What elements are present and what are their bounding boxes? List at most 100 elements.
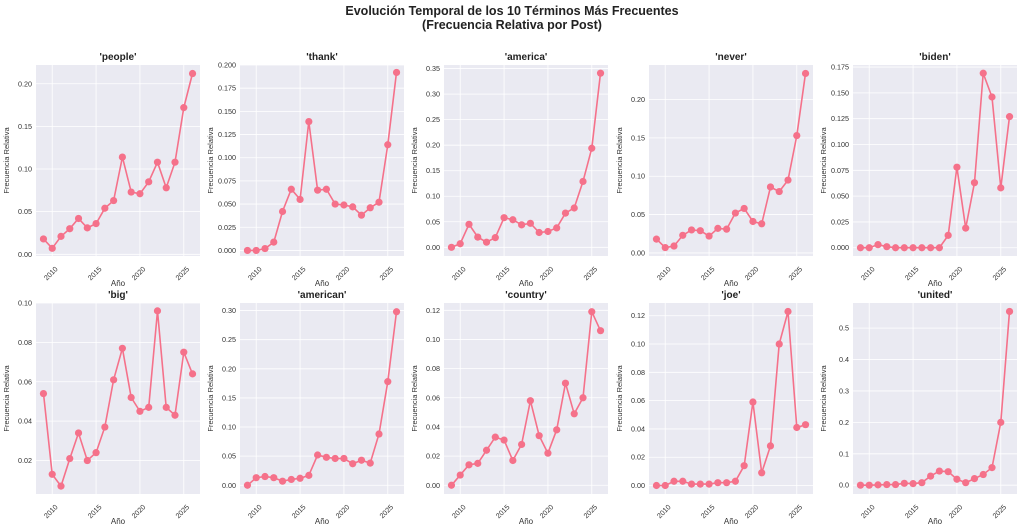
data-point — [793, 131, 801, 140]
plot-area — [649, 303, 813, 494]
ytick-label: 0.10 — [18, 299, 32, 308]
ytick-label: 0.20 — [426, 141, 440, 150]
xtick-label: 2015 — [494, 503, 512, 521]
ytick-label: 0.100 — [831, 140, 849, 149]
subplot-title: 'people' — [100, 52, 137, 63]
data-point — [883, 243, 891, 251]
data-point — [322, 453, 330, 461]
data-point — [110, 196, 118, 205]
data-point — [57, 482, 65, 490]
ytick-label: 0.30 — [222, 306, 236, 315]
ytick-label: 0.10 — [18, 165, 32, 174]
ytick-label: 0.175 — [831, 63, 849, 72]
ytick-label: 0.30 — [426, 90, 440, 99]
data-point — [127, 393, 135, 402]
ytick-label: 0.4 — [839, 355, 849, 364]
y-axis-label: Frecuencia Relativa — [615, 365, 624, 432]
data-point — [579, 177, 587, 186]
xtick-label: 2010 — [450, 503, 468, 521]
data-point — [874, 241, 882, 249]
data-point — [997, 184, 1005, 192]
data-point — [652, 481, 661, 490]
data-point — [509, 216, 517, 224]
data-point — [723, 479, 731, 487]
ytick-label: 0.125 — [831, 114, 849, 123]
data-point — [162, 184, 170, 192]
xtick-label: 2020 — [947, 503, 965, 521]
data-point — [865, 481, 873, 489]
xtick-label: 2020 — [334, 265, 352, 283]
ytick-label: 0.00 — [18, 250, 32, 259]
ytick-label: 0.200 — [218, 61, 236, 70]
ytick-label: 0.000 — [831, 243, 849, 252]
subplot-joe: 0.00 0.02 0.04 0.06 0.08 0.10 0.12 2010 2015 2020… — [615, 290, 813, 526]
x-axis-label: Año — [315, 279, 330, 288]
data-point — [526, 219, 534, 227]
plot-area — [649, 65, 813, 256]
ytick-label: 0.06 — [18, 377, 32, 386]
ytick-label: 0.00 — [631, 481, 645, 490]
subplot-title: 'american' — [298, 290, 347, 301]
y-axis-label: Frecuencia Relativa — [206, 365, 215, 432]
data-point — [988, 464, 996, 472]
data-point — [357, 456, 366, 464]
data-point — [679, 231, 687, 239]
data-point — [979, 470, 987, 479]
data-point — [136, 190, 144, 198]
data-point — [252, 474, 260, 482]
xtick-label: 2010 — [246, 265, 264, 283]
xtick-label: 2025 — [174, 503, 192, 521]
data-point — [775, 340, 783, 348]
data-point — [749, 217, 757, 226]
data-point — [535, 228, 543, 237]
data-point — [101, 423, 109, 431]
data-point — [474, 233, 482, 241]
data-point — [314, 451, 322, 459]
data-point — [180, 104, 188, 112]
ytick-label: 0.150 — [218, 107, 236, 116]
data-point — [801, 421, 810, 429]
ytick-label: 0.20 — [222, 364, 236, 373]
data-point — [935, 467, 943, 475]
data-point — [696, 480, 704, 488]
data-point — [535, 432, 543, 440]
data-point — [456, 240, 464, 248]
subplot-title: 'never' — [715, 52, 746, 63]
data-point — [588, 144, 596, 152]
data-point — [1005, 307, 1014, 316]
ytick-label: 0.10 — [426, 192, 440, 201]
data-point — [349, 460, 357, 468]
xtick-label: 2020 — [743, 503, 761, 521]
xtick-label: 2010 — [450, 265, 468, 283]
data-point — [714, 479, 722, 487]
ytick-label: 0.025 — [831, 217, 849, 226]
data-point — [953, 163, 961, 171]
data-point — [518, 221, 526, 229]
xtick-label: 2025 — [378, 503, 396, 521]
data-point — [758, 469, 766, 477]
data-point — [118, 153, 126, 161]
data-point — [670, 242, 678, 250]
ytick-label: 0.00 — [631, 248, 645, 257]
ytick-label: 0.125 — [218, 130, 236, 139]
data-point — [970, 179, 979, 187]
data-point — [766, 442, 775, 450]
subplot-thank: 0.000 0.025 0.050 0.075 0.100 0.125 0.150 0.175… — [206, 52, 404, 288]
y-axis-label: Frecuencia Relativa — [819, 365, 828, 432]
data-point — [705, 232, 713, 240]
xtick-label: 2020 — [130, 265, 148, 283]
data-point — [474, 459, 482, 467]
data-point — [305, 471, 313, 479]
data-point — [153, 158, 162, 166]
data-point — [162, 403, 170, 411]
data-point — [775, 187, 783, 196]
data-point — [944, 231, 952, 239]
data-point — [375, 430, 383, 438]
ytick-label: 0.15 — [426, 166, 440, 175]
data-point — [92, 449, 100, 457]
ytick-label: 0.04 — [631, 424, 645, 433]
data-point — [652, 235, 661, 243]
xtick-label: 2025 — [787, 503, 805, 521]
data-point — [322, 185, 330, 193]
